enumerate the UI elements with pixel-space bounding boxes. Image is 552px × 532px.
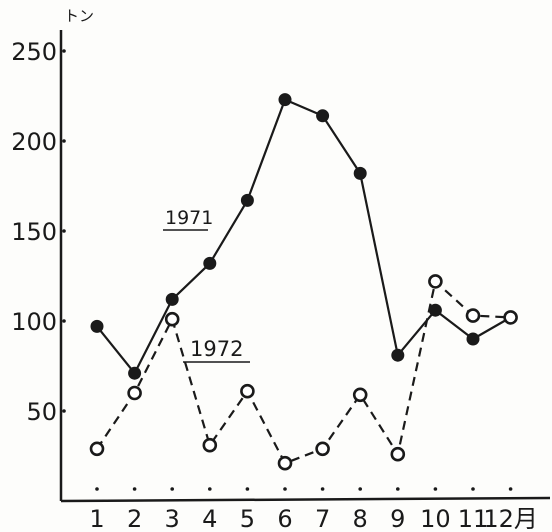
- data-point-1971-11: [466, 332, 480, 346]
- data-point-1972-11: [465, 308, 481, 323]
- x-tick-mark-2: [132, 487, 137, 491]
- y-tick-label-150: 150: [11, 218, 57, 246]
- x-tick-label-6: 6: [277, 505, 292, 532]
- y-tick-label-250: 250: [11, 38, 57, 66]
- y-tick-mark-100: [62, 319, 66, 323]
- x-tick-mark-12: [508, 487, 513, 491]
- x-tick-label-3: 3: [165, 505, 180, 532]
- x-tick-mark-6: [283, 487, 287, 491]
- x-tick-label-11: 11: [458, 505, 489, 532]
- data-point-1972-10: [428, 274, 443, 289]
- y-tick-label-50: 50: [26, 398, 57, 426]
- data-point-1972-3: [164, 311, 180, 327]
- y-tick-mark-50: [62, 409, 66, 413]
- x-tick-label-10: 10: [420, 505, 451, 532]
- x-tick-label-8: 8: [353, 505, 368, 532]
- y-tick-mark-250: [62, 49, 66, 53]
- x-tick-mark-9: [396, 487, 400, 491]
- x-tick-mark-8: [358, 487, 363, 491]
- data-point-1972-5: [240, 383, 255, 399]
- x-tick-mark-3: [170, 487, 174, 491]
- data-point-1972-6: [277, 455, 293, 471]
- data-point-1972-8: [352, 387, 368, 403]
- series-line-1971: [96, 98, 512, 375]
- series-markers: [89, 93, 518, 471]
- data-point-1971-5: [240, 193, 254, 207]
- data-point-1971-8: [353, 166, 367, 180]
- x-tick-mark-4: [208, 487, 212, 491]
- x-tick-label-4: 4: [202, 505, 217, 532]
- data-point-1972-9: [390, 446, 406, 462]
- data-point-1971-3: [165, 292, 179, 306]
- data-point-1972-2: [127, 385, 142, 401]
- x-tick-label-12: 12月: [483, 505, 538, 532]
- y-tick-labels: 50 100 150 200 250: [11, 38, 66, 426]
- y-unit-label: トン: [64, 7, 94, 25]
- x-axis-line: [60, 496, 551, 503]
- y-tick-label-200: 200: [11, 128, 57, 156]
- y-tick-mark-150: [62, 229, 66, 233]
- x-tick-mark-1: [95, 487, 99, 491]
- data-point-1971-10: [428, 303, 442, 317]
- x-tick-mark-7: [320, 487, 325, 491]
- data-point-1972-1: [89, 441, 105, 457]
- data-point-1971-7: [316, 109, 330, 123]
- series-label-1972: 1972: [190, 337, 243, 361]
- x-tick-label-7: 7: [315, 505, 330, 532]
- series-label-1972-group: 1972: [183, 337, 250, 363]
- data-point-1971-2: [128, 366, 142, 380]
- x-tick-mark-5: [245, 487, 250, 491]
- axes: [59, 30, 551, 503]
- series-lines: [96, 98, 512, 465]
- series-line-1972: [96, 280, 511, 465]
- series-label-1971: 1971: [165, 207, 213, 229]
- x-tick-mark-10: [433, 487, 438, 491]
- series-label-1971-group: 1971: [163, 207, 213, 231]
- data-point-1971-6: [278, 93, 292, 107]
- x-tick-label-1: 1: [89, 505, 104, 532]
- data-point-1971-9: [391, 348, 405, 362]
- data-point-1972-12: [503, 310, 518, 325]
- data-point-1972-4: [202, 437, 218, 453]
- data-point-1971-4: [203, 256, 217, 270]
- y-tick-label-100: 100: [11, 308, 57, 336]
- y-tick-mark-200: [62, 139, 66, 143]
- x-tick-label-5: 5: [240, 505, 255, 532]
- data-point-1972-7: [315, 441, 330, 457]
- x-tick-mark-11: [471, 487, 475, 491]
- x-tick-label-2: 2: [127, 505, 142, 532]
- data-point-1971-1: [90, 319, 104, 333]
- x-tick-label-9: 9: [390, 505, 405, 532]
